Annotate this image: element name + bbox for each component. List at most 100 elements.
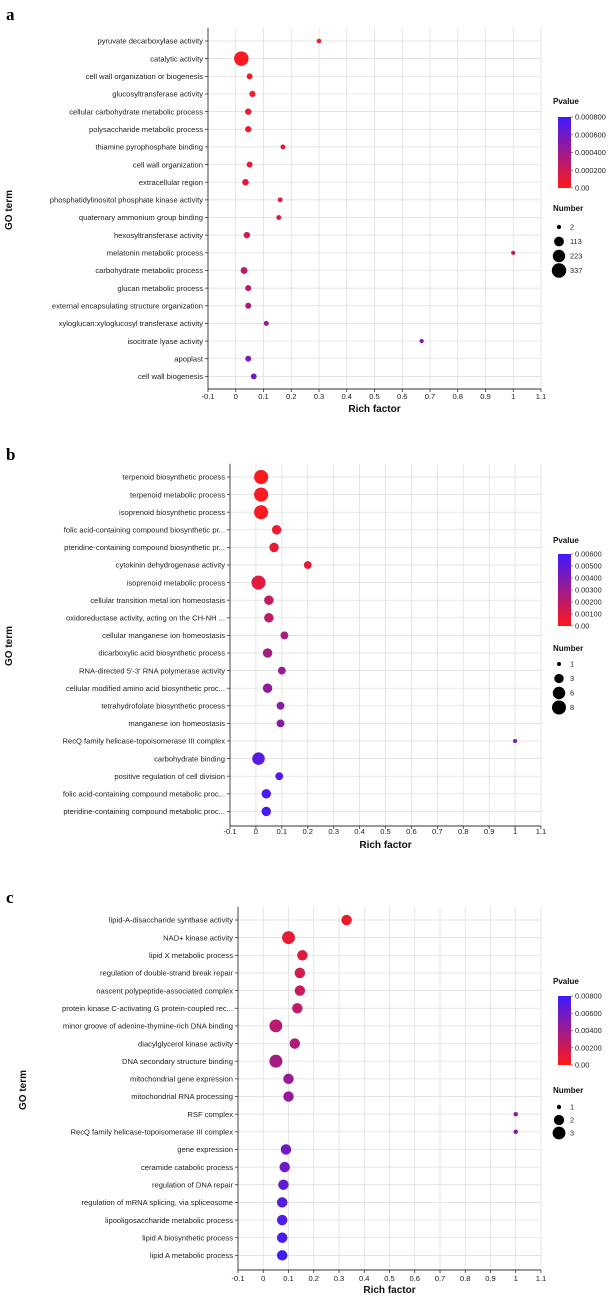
data-point xyxy=(279,1161,291,1173)
x-tick-label: 0.5 xyxy=(369,392,380,401)
colorbar-tick-label: 0.000800 xyxy=(575,113,606,122)
go-term-label: pyruvate decarboxylase activity xyxy=(97,37,203,46)
data-point xyxy=(264,595,274,606)
number-legend-label: 223 xyxy=(570,252,582,261)
number-legend-label: 6 xyxy=(570,689,574,698)
data-point xyxy=(252,752,265,766)
colorbar-tick-label: 0.000200 xyxy=(575,166,606,175)
go-term-label: glucosyltransferase activity xyxy=(112,90,203,99)
colorbar-tick-label: 0.00600 xyxy=(575,550,602,559)
go-term-label: phosphatidylinositol phosphate kinase ac… xyxy=(50,196,203,205)
go-term-label: cellular manganese ion homeostasis xyxy=(102,631,225,640)
data-point xyxy=(253,487,269,502)
number-legend-label: 3 xyxy=(570,674,574,683)
number-legend-title: Number xyxy=(553,1086,583,1095)
panel-a: a -0.1 0 0.1 0.2 0.3 0.4 0.5 0.6 0.7 0.8 0.9 1 1.1 pyr… xyxy=(4,5,606,415)
x-tick-label: 0.3 xyxy=(334,1274,345,1283)
data-point xyxy=(262,683,273,694)
data-point xyxy=(297,949,308,961)
pvalue-legend-title: Pvalue xyxy=(553,97,579,106)
data-point xyxy=(275,772,284,781)
colorbar-tick-label: 0.00200 xyxy=(575,1043,602,1052)
x-tick-label: 0.9 xyxy=(480,392,491,401)
data-point xyxy=(261,806,272,817)
x-tick-label: 0.4 xyxy=(359,1274,370,1283)
x-tick-label: 0 xyxy=(234,392,238,401)
data-point xyxy=(512,738,518,744)
colorbar-tick-label: 0.00100 xyxy=(575,610,602,619)
go-term-label: regulation of mRNA splicing, via spliceo… xyxy=(81,1198,233,1207)
go-term-label: oxidoreductase activity, acting on the C… xyxy=(66,614,225,623)
data-point xyxy=(245,355,252,362)
x-tick-label: 0.9 xyxy=(485,1274,496,1283)
go-term-label: isocitrate lyase activity xyxy=(127,337,203,346)
number-legend-label: 8 xyxy=(570,703,574,712)
pvalue-colorbar xyxy=(558,117,571,188)
x-tick-label: 0.9 xyxy=(484,827,495,836)
number-legend-dot xyxy=(556,1104,562,1110)
number-legend-dot xyxy=(554,236,564,247)
pvalue-colorbar xyxy=(558,996,571,1065)
data-point xyxy=(294,967,306,979)
y-axis-title: GO term xyxy=(4,626,15,666)
x-axis-title: Rich factor xyxy=(363,1285,415,1296)
number-legend-label: 1 xyxy=(570,660,574,669)
data-point xyxy=(261,788,272,799)
x-tick-label: 1.1 xyxy=(536,392,547,401)
x-tick-label: 0.3 xyxy=(328,827,339,836)
x-tick-label: 0 xyxy=(254,827,258,836)
data-point xyxy=(263,320,269,327)
go-term-label: ceramide catabolic process xyxy=(141,1163,233,1172)
go-term-label: RecQ family helicase-topoisomerase III c… xyxy=(63,737,226,746)
go-term-label: carbohydrate metabolic process xyxy=(95,266,203,275)
data-point xyxy=(513,1111,519,1117)
go-term-label: dicarboxylic acid biosynthetic process xyxy=(98,649,225,658)
colorbar-tick-label: 0.00600 xyxy=(575,1009,602,1018)
x-tick-label: 0.2 xyxy=(286,392,297,401)
colorbar-tick-label: 0.00200 xyxy=(575,598,602,607)
number-legend-label: 2 xyxy=(570,223,574,232)
number-legend-title: Number xyxy=(553,204,583,213)
panel-label: c xyxy=(6,888,14,907)
number-legend-label: 337 xyxy=(570,266,582,275)
go-term-label: lipid-A-disaccharide synthase activity xyxy=(109,916,233,925)
go-term-label: diacylglycerol kinase activity xyxy=(138,1039,233,1048)
data-point xyxy=(244,125,252,133)
go-term-label: manganese ion homeostasis xyxy=(128,719,225,728)
number-legend-label: 113 xyxy=(570,237,582,246)
x-axis-title: Rich factor xyxy=(348,404,400,415)
go-term-label: cellular transition metal ion homeostasi… xyxy=(90,596,225,605)
x-tick-label: 1.1 xyxy=(536,827,547,836)
go-term-label: lipooligosaccharide metabolic process xyxy=(105,1216,233,1225)
go-term-label: terpenoid metabolic process xyxy=(130,490,225,499)
x-tick-label: 0.1 xyxy=(283,1274,294,1283)
panel-label: a xyxy=(6,5,15,24)
data-point xyxy=(283,1091,294,1102)
number-legend-title: Number xyxy=(553,644,583,653)
go-term-label: tetrahydrofolate biosynthetic process xyxy=(101,702,225,711)
data-point xyxy=(510,250,516,256)
pvalue-legend-title: Pvalue xyxy=(553,977,579,986)
grid xyxy=(207,27,542,389)
go-term-label: protein kinase C-activating G protein-co… xyxy=(62,1004,233,1013)
x-tick-label: -0.1 xyxy=(201,392,214,401)
x-tick-label: 0.8 xyxy=(452,392,463,401)
x-tick-label: 1 xyxy=(514,1274,518,1283)
data-point xyxy=(283,1073,294,1085)
data-point xyxy=(249,90,256,98)
data-point xyxy=(246,161,253,168)
data-point xyxy=(276,701,285,710)
go-term-label: lipid A metabolic process xyxy=(150,1251,233,1260)
data-point xyxy=(251,575,266,590)
go-term-label: RSF complex xyxy=(187,1110,233,1119)
go-term-label: folic acid-containing compound biosynthe… xyxy=(64,526,225,535)
y-axis-title: GO term xyxy=(18,1070,29,1110)
data-point xyxy=(278,1179,289,1191)
go-term-label: pteridine-containing compound metabolic … xyxy=(63,807,225,816)
grid xyxy=(229,463,542,826)
data-point xyxy=(253,505,269,520)
go-term-label: catalytic activity xyxy=(150,54,203,63)
colorbar-tick-label: 0.00 xyxy=(575,1061,589,1070)
x-tick-label: 0.5 xyxy=(380,827,391,836)
x-tick-label: 0.7 xyxy=(432,827,443,836)
